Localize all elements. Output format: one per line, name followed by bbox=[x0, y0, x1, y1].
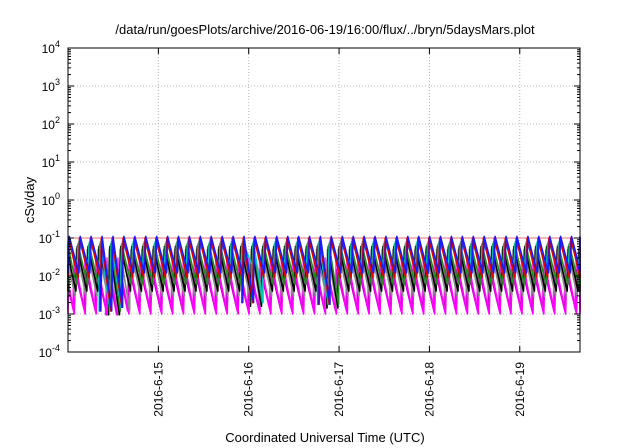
x-tick-labels: 2016-6-15 2016-6-16 2016-6-17 2016-6-18 2016… bbox=[151, 362, 526, 417]
y-tick-label: 104 bbox=[42, 39, 60, 56]
y-tick-label: 10-3 bbox=[39, 305, 60, 322]
y-tick-label: 102 bbox=[42, 115, 60, 132]
series-group bbox=[67, 235, 581, 316]
chart-title: /data/run/goesPlots/archive/2016-06-19/1… bbox=[115, 22, 535, 37]
x-axis-label: Coordinated Universal Time (UTC) bbox=[225, 430, 424, 445]
y-axis-label: cSv/day bbox=[22, 176, 37, 223]
y-tick-label: 101 bbox=[42, 153, 60, 170]
x-tick-label: 2016-6-16 bbox=[242, 362, 256, 417]
y-tick-label: 10-1 bbox=[39, 229, 60, 246]
x-tick-label: 2016-6-18 bbox=[422, 362, 436, 417]
y-tick-label: 103 bbox=[42, 77, 60, 94]
ticks bbox=[68, 47, 580, 353]
y-tick-label: 10-2 bbox=[39, 267, 60, 284]
x-tick-label: 2016-6-15 bbox=[151, 362, 165, 417]
x-tick-label: 2016-6-19 bbox=[513, 362, 527, 417]
x-tick-label: 2016-6-17 bbox=[332, 362, 346, 417]
y-tick-labels: 10-4 10-3 10-2 10-1 100 101 102 103 104 bbox=[39, 39, 60, 360]
y-tick-label: 100 bbox=[42, 191, 60, 208]
y-tick-label: 10-4 bbox=[39, 343, 60, 360]
series-line bbox=[67, 235, 581, 312]
